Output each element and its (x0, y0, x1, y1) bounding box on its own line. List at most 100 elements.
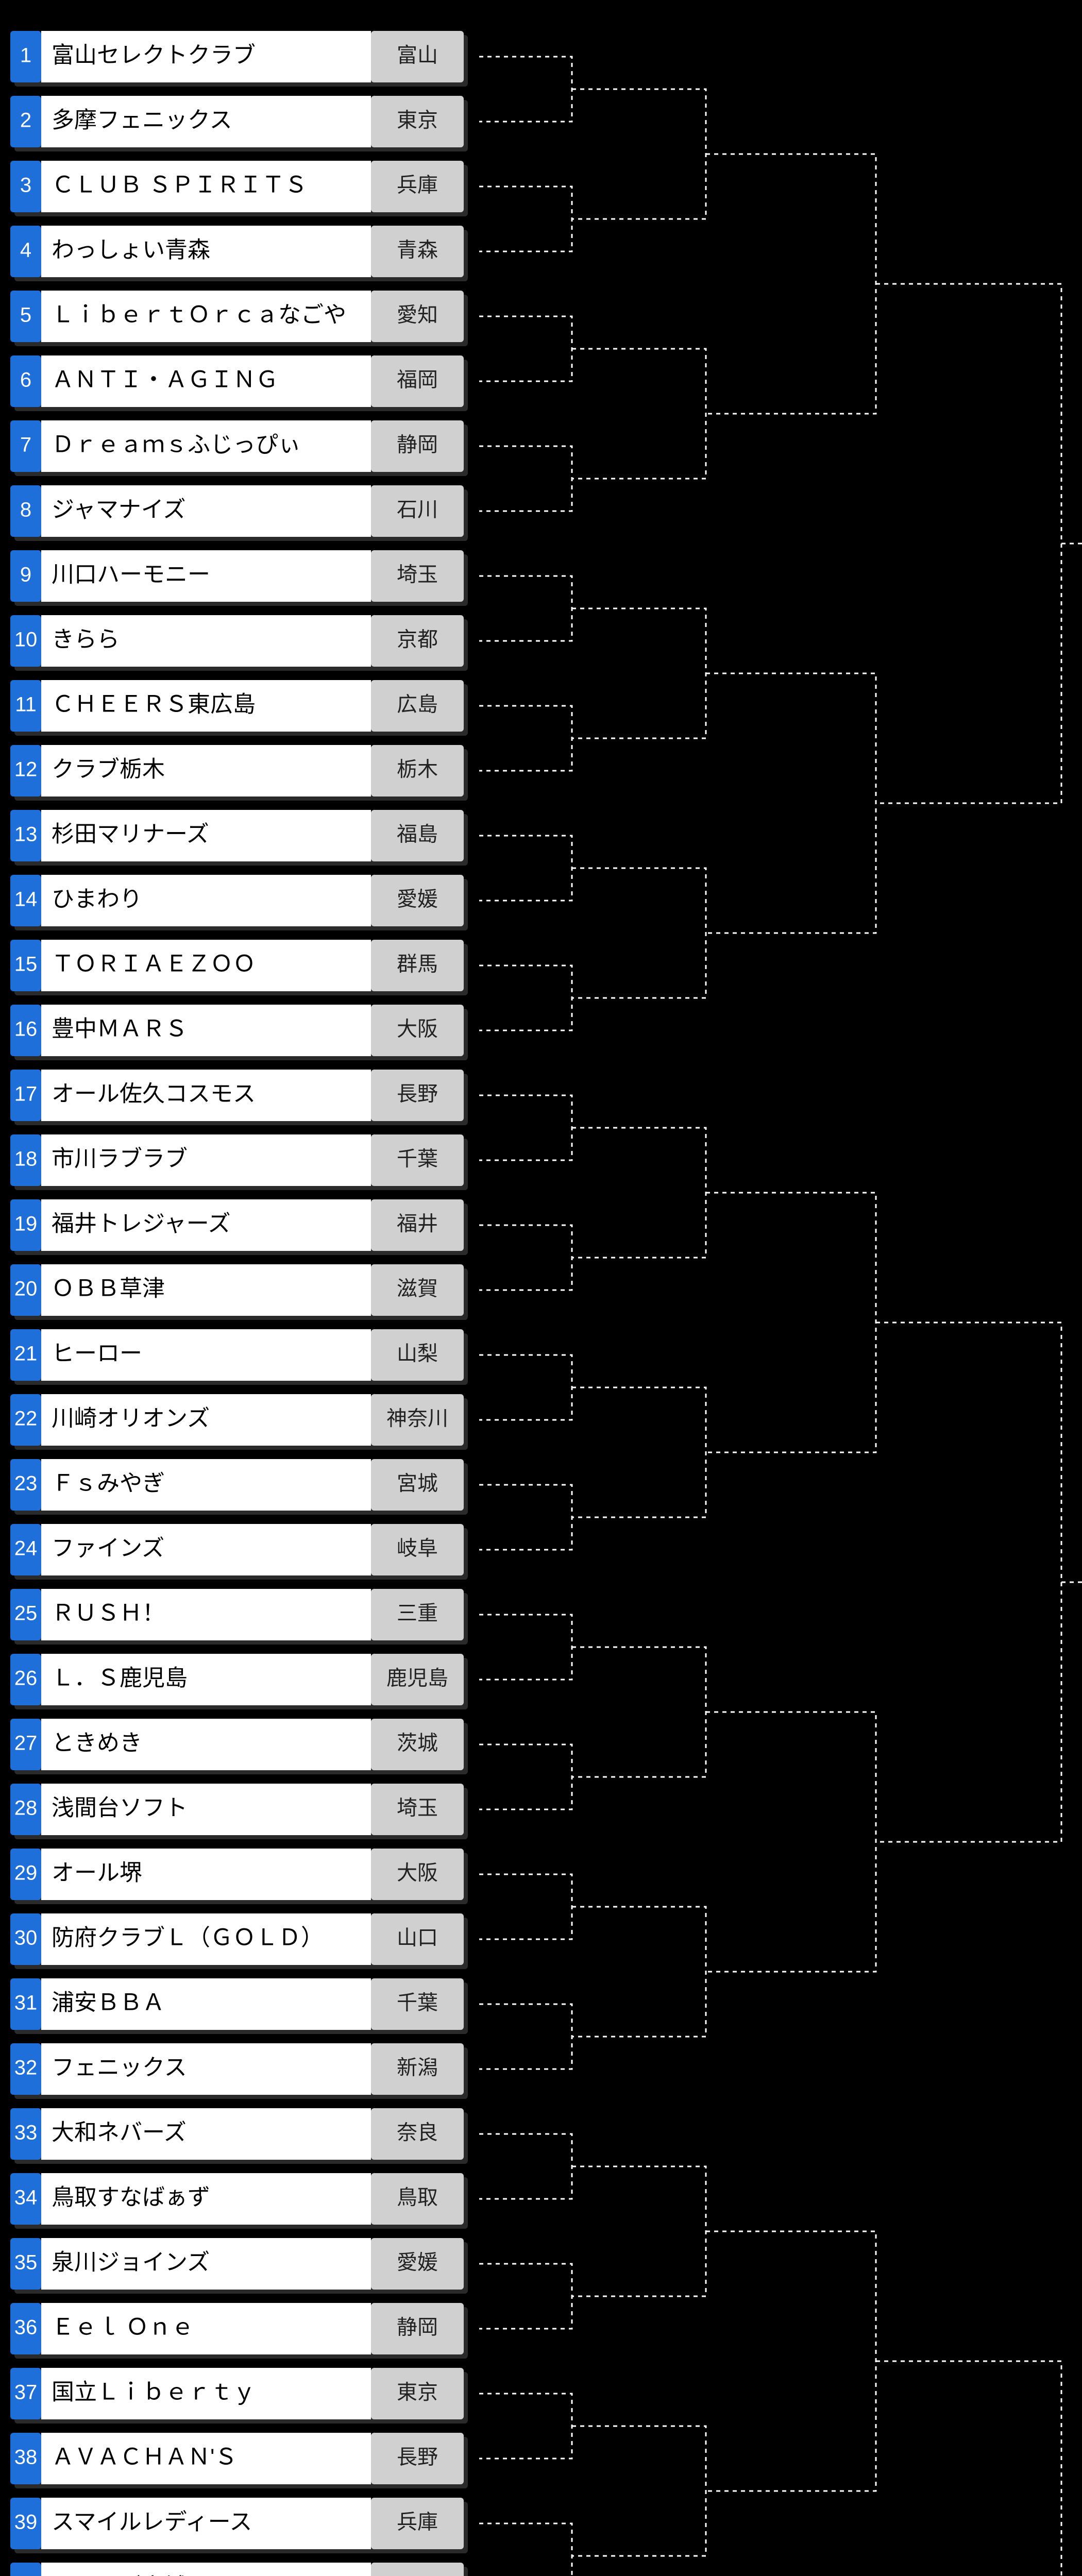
team-number: 17 (14, 1083, 38, 1106)
team-number: 21 (14, 1343, 38, 1365)
team-number: 33 (14, 2122, 38, 2144)
team-row: 1 富山セレクトクラブ 富山 (10, 31, 468, 87)
team-prefecture: 愛媛 (397, 888, 438, 911)
team-number: 10 (14, 629, 38, 651)
team-row: 35泉川ジョインズ愛媛 (10, 2238, 468, 2294)
team-row: 24ファインズ岐阜 (10, 1524, 468, 1580)
team-prefecture: 埼玉 (397, 1797, 438, 1820)
team-row: 6ＡＮＴＩ・ＡＧＩＮＧ福岡 (10, 355, 468, 411)
team-number: 39 (14, 2511, 38, 2534)
team-name: ＡＶＡＣＨＡＮ'Ｓ (52, 2445, 237, 2470)
team-name: ＲＵＳＨ！ (52, 1601, 165, 1626)
team-name: Ｅｅｌ Ｏｎｅ (52, 2315, 194, 2340)
team-number: 34 (14, 2187, 38, 2209)
team-prefecture: 福岡 (397, 369, 438, 392)
team-prefecture: 愛知 (397, 304, 438, 327)
team-row: 3 ＣＬＵＢ ＳＰＩＲＩＴＳ 兵庫 (10, 161, 468, 216)
team-name: 泉川ジョインズ (52, 2250, 210, 2275)
team-prefecture: 埼玉 (397, 564, 438, 586)
team-name: ＣＨＥＥＲＳ東広島 (52, 692, 256, 717)
team-prefecture: 大阪 (397, 1862, 438, 1885)
team-prefecture: 山口 (397, 1927, 438, 1950)
team-prefecture: 滋賀 (397, 1278, 438, 1300)
team-prefecture: 長野 (397, 1083, 438, 1106)
team-number: 37 (14, 2381, 38, 2404)
team-row: 2 多摩フェニックス 東京 (10, 96, 468, 151)
team-row: 36Ｅｅｌ Ｏｎｅ静岡 (10, 2303, 468, 2359)
team-number: 35 (14, 2251, 38, 2274)
team-name: ＣＬＵＢ ＳＰＩＲＩＴＳ (52, 173, 307, 198)
team-prefecture: 千葉 (397, 1992, 438, 2014)
team-number: 6 (20, 369, 31, 392)
team-row: 14ひまわり愛媛 (10, 875, 468, 930)
team-row: 37国立Ｌｉｂｅｒｔｙ東京 (10, 2368, 468, 2424)
team-number: 27 (14, 1732, 38, 1755)
team-number: 8 (20, 499, 31, 521)
team-name: 杉田マリナーズ (52, 822, 209, 847)
team-row: 7Ｄｒｅａｍｓふじっぴぃ静岡 (10, 420, 468, 476)
team-row: 15ＴＯＲＩＡＥＺＯＯ群馬 (10, 940, 468, 995)
team-name: フェニックス (52, 2055, 187, 2080)
team-name: ＯＢＢ草津 (52, 1276, 165, 1301)
team-row: 31浦安ＢＢＡ千葉 (10, 1978, 468, 2034)
team-name: 川口ハーモニー (52, 562, 210, 587)
team-row: 16豊中ＭＡＲＳ大阪 (10, 1005, 468, 1060)
team-row: 26Ｌ．Ｓ鹿児島鹿児島 (10, 1654, 468, 1709)
team-prefecture: 富山 (397, 44, 438, 67)
team-prefecture: 東京 (397, 109, 438, 132)
team-name: クラブ栃木 (52, 757, 165, 782)
team-row: 27ときめき茨城 (10, 1719, 468, 1774)
team-row: 23Ｆｓみやぎ宮城 (10, 1459, 468, 1515)
team-prefecture: 鹿児島 (386, 1667, 448, 1690)
team-name: ヒーロー (52, 1341, 142, 1366)
team-prefecture: 栃木 (397, 758, 438, 781)
team-name: 鳥取すなばぁず (52, 2185, 210, 2210)
team-prefecture: 京都 (397, 629, 438, 651)
team-number: 3 (20, 174, 31, 197)
team-number: 18 (14, 1148, 38, 1171)
team-row: 22川崎オリオンズ神奈川 (10, 1394, 468, 1450)
team-prefecture: 岐阜 (397, 1537, 438, 1560)
team-row: 8ジャマナイズ石川 (10, 485, 468, 541)
team-number: 24 (14, 1537, 38, 1560)
team-row: 29オール堺大阪 (10, 1849, 468, 1904)
team-row: 13杉田マリナーズ福島 (10, 810, 468, 866)
team-prefecture: 静岡 (397, 434, 438, 456)
team-prefecture: 福島 (397, 823, 438, 846)
team-name: 多摩フェニックス (52, 108, 232, 133)
team-prefecture: 茨城 (397, 1732, 438, 1755)
team-number: 11 (15, 693, 37, 716)
team-name: フレンズ宮城 (52, 2574, 187, 2576)
team-prefecture: 大阪 (397, 1018, 438, 1041)
team-prefecture: 福井 (397, 1213, 438, 1235)
team-row: 21ヒーロー山梨 (10, 1329, 468, 1385)
team-number: 14 (14, 888, 38, 911)
team-number: 28 (14, 1797, 38, 1820)
team-name: 富山セレクトクラブ (52, 43, 256, 68)
team-name: 福井トレジャーズ (52, 1211, 231, 1236)
team-name: 市川ラブラブ (52, 1146, 188, 1172)
team-name: 浦安ＢＢＡ (52, 1990, 165, 2015)
team-number: 4 (20, 239, 31, 262)
team-row: 33大和ネバーズ奈良 (10, 2108, 468, 2164)
team-name: きらら (52, 627, 120, 652)
team-name: スマイルレディース (52, 2510, 252, 2535)
team-prefecture: 長野 (397, 2446, 438, 2469)
team-name: 大和ネバーズ (52, 2120, 187, 2145)
team-prefecture: 新潟 (397, 2057, 438, 2079)
team-name: 国立Ｌｉｂｅｒｔｙ (52, 2380, 256, 2405)
team-row: 30防府クラブＬ（ＧＯＬＤ）山口 (10, 1913, 468, 1969)
team-prefecture: 兵庫 (397, 174, 438, 197)
team-number: 16 (14, 1018, 38, 1041)
team-name: 防府クラブＬ（ＧＯＬＤ） (52, 1925, 324, 1951)
team-name: Ｆｓみやぎ (52, 1471, 165, 1496)
team-number: 12 (14, 758, 38, 781)
team-number: 20 (14, 1278, 38, 1300)
team-number: 2 (20, 109, 31, 132)
team-number: 1 (20, 44, 31, 67)
team-row: 17オール佐久コスモス長野 (10, 1070, 468, 1125)
team-row: 12 クラブ栃木 栃木 (10, 745, 468, 801)
team-prefecture: 鳥取 (397, 2187, 438, 2209)
team-row: 25ＲＵＳＨ！三重 (10, 1589, 468, 1645)
team-number: 36 (14, 2316, 38, 2339)
